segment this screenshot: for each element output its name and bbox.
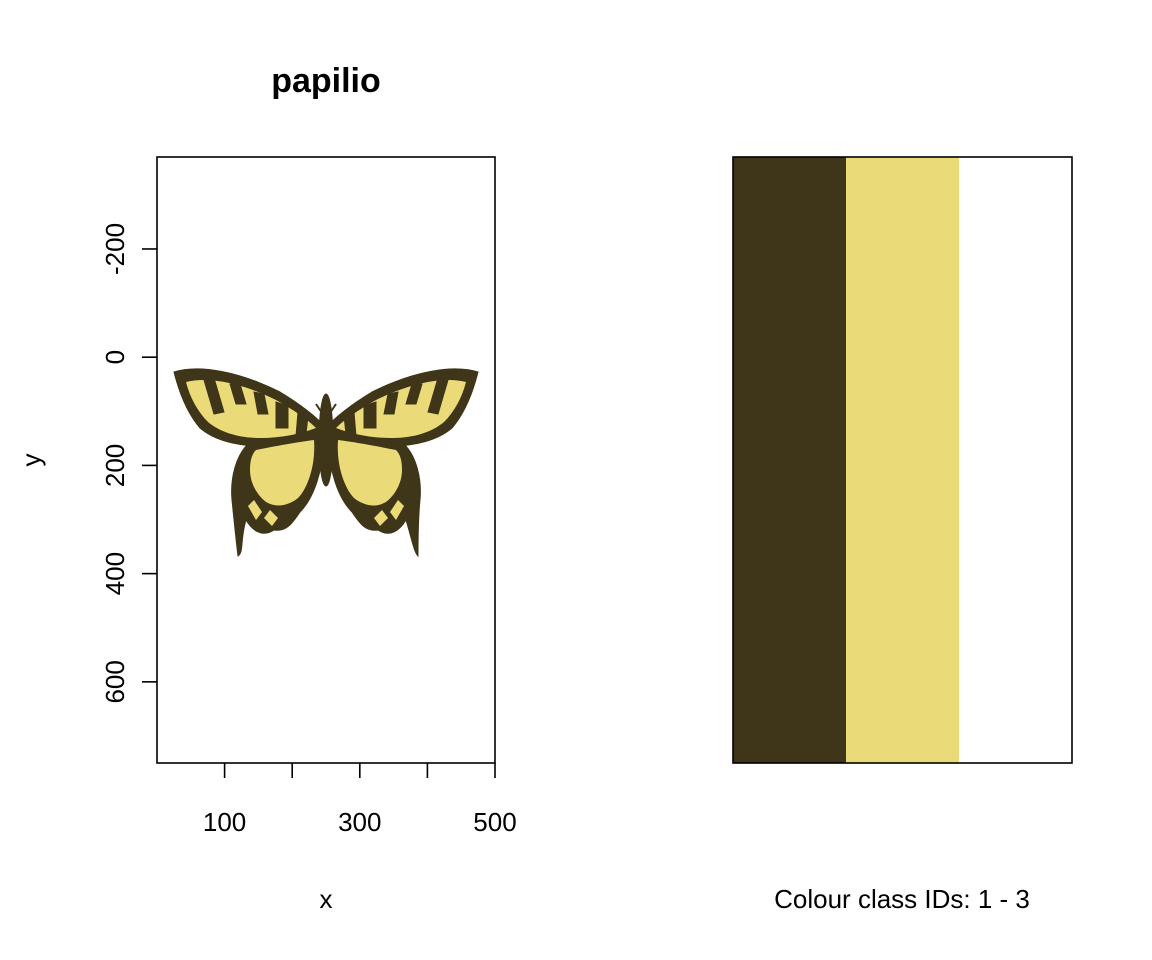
butterfly-body: [318, 393, 334, 487]
x-tick-label: 300: [338, 807, 381, 837]
wing-mark: [315, 403, 337, 417]
wing-mark: [250, 440, 315, 506]
wing-mark: [405, 383, 423, 405]
wing-mark: [248, 500, 262, 520]
wing-mark: [427, 377, 449, 415]
chart-title: papilio: [271, 62, 381, 100]
wing-mark: [390, 500, 404, 520]
colour-class-label: Colour class IDs: 1 - 3: [774, 884, 1030, 914]
colour-swatch-1: [733, 157, 846, 763]
left-plot-frame: [156, 156, 496, 764]
y-tick-label: 200: [100, 444, 130, 487]
colour-swatch-2: [846, 157, 959, 763]
left-axes: 100 300 500 -200 0 200 400 600: [100, 223, 517, 837]
right-panel: Colour class IDs: 1 - 3: [732, 156, 1073, 914]
wing-mark: [253, 391, 269, 415]
y-tick-label: -200: [100, 223, 130, 275]
butterfly-image: [173, 368, 479, 558]
wing-mark: [203, 377, 225, 415]
y-tick-label: 600: [100, 660, 130, 703]
wing-mark: [363, 401, 377, 429]
wing-mark: [275, 401, 289, 429]
wing-mark: [264, 510, 278, 526]
x-axis-label: x: [320, 884, 333, 914]
colour-swatch-3: [959, 157, 1072, 763]
colour-class-swatches: [733, 157, 1072, 763]
y-axis-label: y: [16, 454, 46, 467]
wing-mark: [383, 391, 399, 415]
wing-mark: [229, 383, 247, 405]
left-panel: papilio: [16, 62, 517, 914]
wing-mark: [295, 411, 309, 437]
y-tick-label: 400: [100, 552, 130, 595]
right-plot-frame: [732, 156, 1073, 764]
x-tick-label: 100: [203, 807, 246, 837]
wing-mark: [343, 411, 357, 437]
x-tick-label: 500: [473, 807, 516, 837]
y-tick-label: 0: [100, 350, 130, 364]
wing-mark: [374, 510, 388, 526]
wing-mark: [337, 440, 402, 506]
